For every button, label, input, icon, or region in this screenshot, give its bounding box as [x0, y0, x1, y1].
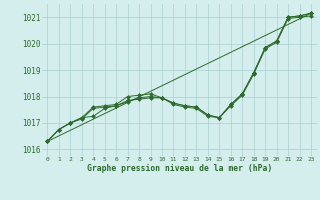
X-axis label: Graphe pression niveau de la mer (hPa): Graphe pression niveau de la mer (hPa) — [87, 164, 272, 173]
